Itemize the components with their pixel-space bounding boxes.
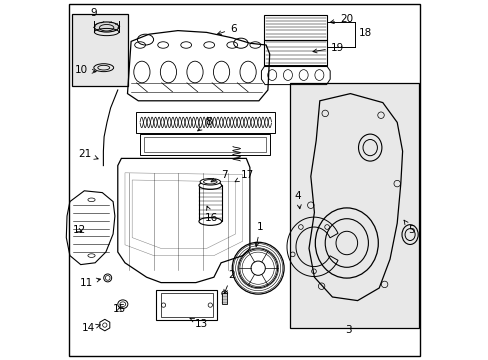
Text: 12: 12: [72, 225, 85, 235]
Bar: [140, 134, 269, 155]
Text: 15: 15: [113, 303, 126, 314]
Text: 1: 1: [255, 222, 263, 247]
Text: 2: 2: [224, 270, 234, 293]
Text: 18: 18: [358, 28, 371, 39]
Text: 11: 11: [79, 278, 101, 288]
Text: 21: 21: [78, 149, 98, 159]
Text: 8: 8: [197, 117, 211, 131]
Ellipse shape: [199, 217, 221, 225]
Bar: [264, 15, 326, 40]
Text: 17: 17: [235, 170, 254, 182]
Text: 19: 19: [312, 42, 344, 53]
Bar: [136, 112, 275, 133]
Text: 14: 14: [81, 323, 101, 333]
Text: 13: 13: [189, 318, 208, 329]
Bar: [222, 293, 227, 304]
Bar: [143, 137, 265, 152]
Text: 16: 16: [204, 206, 218, 223]
Text: 3: 3: [345, 325, 351, 335]
Ellipse shape: [199, 181, 221, 189]
Text: 5: 5: [403, 220, 414, 235]
Bar: [199, 185, 221, 221]
Text: 9: 9: [90, 8, 97, 18]
Bar: [160, 293, 213, 317]
Bar: [72, 14, 128, 86]
Text: 10: 10: [75, 65, 96, 75]
Ellipse shape: [232, 242, 284, 294]
Bar: [156, 290, 217, 320]
Bar: [289, 83, 418, 328]
Bar: [264, 40, 326, 66]
Ellipse shape: [94, 22, 119, 32]
Text: 7: 7: [211, 170, 227, 182]
Ellipse shape: [200, 179, 220, 185]
Text: 6: 6: [217, 24, 236, 35]
Text: 20: 20: [329, 14, 352, 24]
Text: 4: 4: [294, 191, 301, 209]
